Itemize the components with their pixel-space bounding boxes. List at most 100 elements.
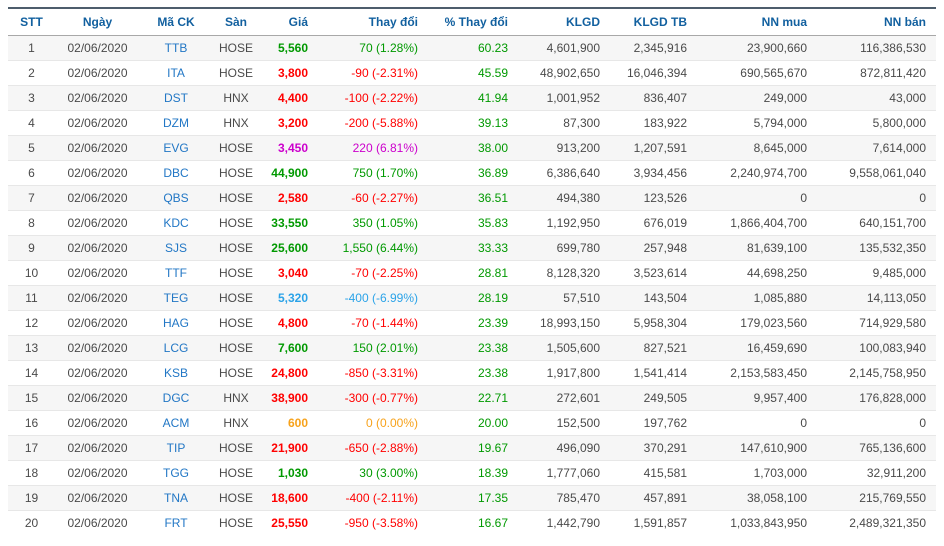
cell-exchange: HOSE — [212, 185, 260, 211]
cell-nn_ban: 765,136,600 — [817, 435, 936, 461]
cell-price: 5,560 — [260, 35, 318, 61]
cell-stt: 15 — [8, 385, 55, 411]
cell-nn_mua: 8,645,000 — [697, 135, 817, 161]
cell-stt: 1 — [8, 35, 55, 61]
cell-date: 02/06/2020 — [55, 385, 140, 411]
cell-nn_mua: 44,698,250 — [697, 260, 817, 286]
column-header-nn_mua[interactable]: NN mua — [697, 8, 817, 36]
ticker-link[interactable]: DGC — [162, 391, 190, 405]
column-header-date[interactable]: Ngày — [55, 8, 140, 36]
column-header-klgd[interactable]: KLGD — [518, 8, 610, 36]
cell-price: 21,900 — [260, 435, 318, 461]
cell-exchange: HOSE — [212, 35, 260, 61]
ticker-link[interactable]: TTF — [165, 266, 187, 280]
cell-exchange: HOSE — [212, 435, 260, 461]
cell-date: 02/06/2020 — [55, 135, 140, 161]
cell-ticker: ACM — [140, 410, 212, 436]
ticker-link[interactable]: FRT — [164, 516, 188, 530]
ticker-link[interactable]: HAG — [162, 316, 189, 330]
cell-ticker: ITA — [140, 60, 212, 86]
cell-pct_change: 36.51 — [428, 185, 518, 211]
ticker-link[interactable]: EVG — [163, 141, 189, 155]
cell-price: 18,600 — [260, 485, 318, 511]
cell-klgd_tb: 197,762 — [610, 410, 697, 436]
ticker-link[interactable]: ITA — [167, 66, 185, 80]
cell-pct_change: 45.59 — [428, 60, 518, 86]
cell-exchange: HOSE — [212, 335, 260, 361]
cell-nn_mua: 1,033,843,950 — [730, 516, 807, 530]
column-header-change[interactable]: Thay đổi — [318, 8, 428, 36]
ticker-link[interactable]: SJS — [164, 241, 187, 255]
cell-pct_change: 36.89 — [428, 160, 518, 186]
cell-price: 4,400 — [260, 85, 318, 111]
cell-exchange: HNX — [212, 110, 260, 136]
cell-nn_mua: 1,866,404,700 — [697, 210, 817, 236]
cell-stt: 7 — [8, 185, 55, 211]
cell-ticker: TTF — [140, 260, 212, 286]
column-header-nn_ban[interactable]: NN bán — [817, 8, 936, 36]
ticker-link[interactable]: TEG — [163, 291, 189, 305]
cell-klgd: 1,777,060 — [518, 460, 610, 486]
cell-klgd: 1,917,800 — [518, 360, 610, 386]
cell-ticker: SJS — [140, 235, 212, 261]
cell-ticker: DZM — [140, 110, 212, 136]
column-header-pct_change[interactable]: % Thay đổi — [428, 8, 518, 36]
ticker-link[interactable]: DST — [164, 91, 188, 105]
cell-price: 25,600 — [260, 235, 318, 261]
column-header-exchange[interactable]: Sàn — [212, 8, 260, 36]
cell-pct_change: 22.71 — [428, 385, 518, 411]
ticker-link[interactable]: TTB — [164, 41, 188, 55]
column-header-stt[interactable]: STT — [8, 8, 55, 36]
column-header-price[interactable]: Giá — [260, 8, 318, 36]
column-header-klgd_tb[interactable]: KLGD TB — [610, 8, 697, 36]
cell-price: 2,580 — [260, 185, 318, 211]
table-row: 20 02/06/2020 FRT HOSE 25,550 -950 (-3.58%) 16… — [8, 510, 936, 535]
cell-pct_change: 28.81 — [428, 260, 518, 286]
ticker-link[interactable]: QBS — [163, 191, 189, 205]
cell-nn_mua: 38,058,100 — [697, 485, 817, 511]
ticker-link[interactable]: DBC — [163, 166, 189, 180]
cell-exchange: HOSE — [212, 60, 260, 86]
cell-klgd_tb: 3,523,614 — [610, 260, 697, 286]
table-row: 6 02/06/2020 DBC HOSE 44,900 750 (1.70%) 36.89… — [8, 160, 936, 186]
column-header-ticker[interactable]: Mã CK — [140, 8, 212, 36]
ticker-link[interactable]: TGG — [163, 466, 189, 480]
cell-date: 02/06/2020 — [55, 185, 140, 211]
table-row: 13 02/06/2020 LCG HOSE 7,600 150 (2.01%) 23.38… — [8, 335, 936, 361]
cell-pct_change: 18.39 — [428, 460, 518, 486]
ticker-link[interactable]: KSB — [163, 366, 188, 380]
cell-price: 3,800 — [260, 60, 318, 86]
cell-pct_change: 20.00 — [428, 410, 518, 436]
cell-exchange: HNX — [212, 410, 260, 436]
ticker-link[interactable]: TNA — [164, 491, 188, 505]
ticker-link[interactable]: KDC — [163, 216, 189, 230]
cell-klgd_tb: 676,019 — [610, 210, 697, 236]
cell-date: 02/06/2020 — [55, 160, 140, 186]
cell-klgd_tb: 16,046,394 — [610, 60, 697, 86]
cell-klgd_tb: 1,541,414 — [610, 360, 697, 386]
cell-ticker: TIP — [140, 435, 212, 461]
ticker-link[interactable]: ACM — [162, 416, 190, 430]
cell-ticker: KSB — [140, 360, 212, 386]
table-row: 10 02/06/2020 TTF HOSE 3,040 -70 (-2.25%) 28.8… — [8, 260, 936, 286]
cell-klgd_tb: 123,526 — [610, 185, 697, 211]
cell-nn_ban: 0 — [817, 410, 936, 436]
cell-nn_ban: 2,145,758,950 — [817, 360, 936, 386]
cell-pct_change: 23.38 — [428, 335, 518, 361]
ticker-link[interactable]: LCG — [163, 341, 189, 355]
cell-change: 220 (6.81%) — [318, 135, 428, 161]
cell-nn_ban: 176,828,000 — [817, 385, 936, 411]
table-row: 7 02/06/2020 QBS HOSE 2,580 -60 (-2.27%) 36.51… — [8, 185, 936, 211]
cell-exchange: HOSE — [212, 160, 260, 186]
cell-nn_ban: 640,151,700 — [817, 210, 936, 236]
cell-date: 02/06/2020 — [55, 460, 140, 486]
cell-date: 02/06/2020 — [55, 60, 140, 86]
cell-klgd: 494,380 — [518, 185, 610, 211]
cell-ticker: TEG — [140, 285, 212, 311]
ticker-link[interactable]: DZM — [163, 116, 189, 130]
cell-price: 600 — [260, 410, 318, 436]
ticker-link[interactable]: TIP — [166, 441, 186, 455]
cell-ticker: LCG — [140, 335, 212, 361]
cell-date: 02/06/2020 — [55, 210, 140, 236]
cell-exchange: HOSE — [212, 360, 260, 386]
